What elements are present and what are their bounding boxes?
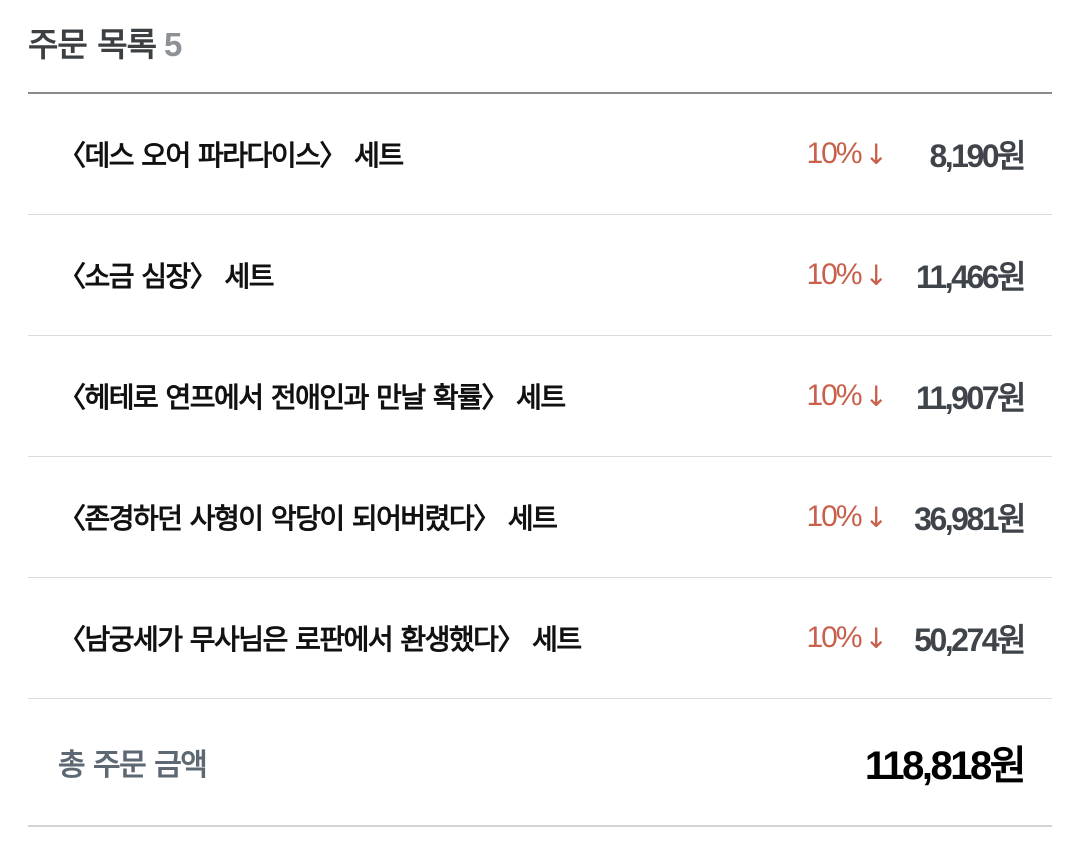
- arrow-down-icon: ↓: [864, 621, 888, 655]
- item-price: 50,274원: [914, 622, 1026, 658]
- arrow-down-icon: ↓: [864, 500, 888, 534]
- order-item[interactable]: 〈데스 오어 파라다이스〉 세트 10% ↓ 8,190원: [28, 94, 1052, 215]
- arrow-down-icon: ↓: [864, 379, 888, 413]
- item-price-group: 10% ↓ 36,981원: [806, 494, 1026, 540]
- discount-rate: 10%: [806, 379, 862, 412]
- item-name: 〈데스 오어 파라다이스〉 세트: [58, 139, 404, 172]
- arrow-down-icon: ↓: [864, 137, 888, 171]
- item-name: 〈남궁세가 무사님은 로판에서 환생했다〉 세트: [58, 623, 582, 656]
- page-title: 주문 목록 5: [28, 0, 1052, 92]
- item-name: 〈소금 심장〉 세트: [58, 260, 275, 293]
- total-price: 118,818원: [864, 744, 1027, 788]
- item-price: 11,907원: [915, 380, 1027, 416]
- order-item[interactable]: 〈남궁세가 무사님은 로판에서 환생했다〉 세트 10% ↓ 50,274원: [28, 578, 1052, 699]
- item-price: 36,981원: [914, 501, 1026, 537]
- order-count: 5: [163, 26, 182, 63]
- item-price-group: 10% ↓ 8,190원: [806, 131, 1026, 177]
- discount-rate: 10%: [806, 137, 862, 170]
- arrow-down-icon: ↓: [864, 258, 888, 292]
- item-price: 11,466원: [915, 259, 1027, 295]
- item-price-group: 10% ↓ 50,274원: [806, 615, 1026, 661]
- divider: [28, 92, 1052, 94]
- total-label: 총 주문 금액: [58, 748, 208, 783]
- item-price: 8,190원: [929, 138, 1026, 174]
- item-name: 〈존경하던 사형이 악당이 되어버렸다〉 세트: [58, 502, 558, 535]
- order-item[interactable]: 〈헤테로 연프에서 전애인과 만날 확률〉 세트 10% ↓ 11,907원: [28, 336, 1052, 457]
- discount-rate: 10%: [806, 621, 862, 654]
- title-text: 주문 목록: [28, 25, 157, 64]
- order-item[interactable]: 〈존경하던 사형이 악당이 되어버렸다〉 세트 10% ↓ 36,981원: [28, 457, 1052, 578]
- order-list: 주문 목록 5 〈데스 오어 파라다이스〉 세트 10% ↓ 8,190원 〈소금…: [28, 0, 1052, 827]
- discount-rate: 10%: [806, 500, 862, 533]
- item-price-group: 10% ↓ 11,907원: [806, 373, 1027, 419]
- discount-rate: 10%: [806, 258, 862, 291]
- item-price-group: 10% ↓ 11,466원: [806, 252, 1027, 298]
- order-item[interactable]: 〈소금 심장〉 세트 10% ↓ 11,466원: [28, 215, 1052, 336]
- total-row: 총 주문 금액 118,818원: [28, 699, 1052, 827]
- item-name: 〈헤테로 연프에서 전애인과 만날 확률〉 세트: [58, 381, 566, 414]
